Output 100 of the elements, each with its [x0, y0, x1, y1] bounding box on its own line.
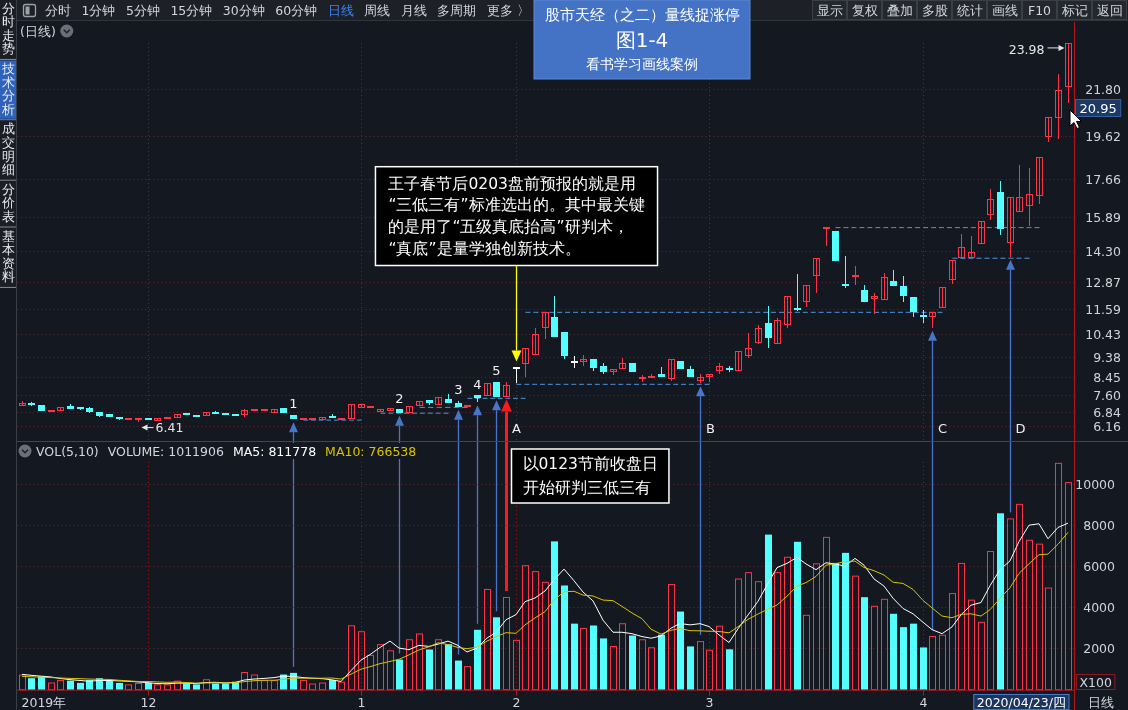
- y-axis-title: X100: [1079, 674, 1112, 690]
- bar: [532, 571, 539, 691]
- bar: [319, 682, 326, 691]
- candlestick: [1026, 168, 1033, 226]
- bar: [978, 621, 985, 691]
- bar: [387, 650, 394, 691]
- candlestick: [978, 221, 985, 244]
- chart-title: (日线): [20, 23, 56, 39]
- candlestick: [813, 258, 820, 293]
- text: 图1-4: [615, 28, 669, 52]
- bar: [154, 684, 161, 691]
- y-tick-label: 17.66: [1085, 171, 1122, 187]
- candlestick: [358, 404, 365, 408]
- bar: [300, 680, 307, 691]
- x-tick-label: 12: [140, 695, 157, 710]
- bar: [735, 578, 742, 691]
- text: 15分钟: [170, 3, 213, 18]
- bar: [677, 611, 684, 690]
- candlestick: [668, 359, 675, 381]
- candlestick: [890, 270, 897, 286]
- bar: [522, 565, 529, 691]
- text: 股市天经（之二）量线捉涨停: [544, 7, 740, 23]
- candlestick: [435, 397, 442, 405]
- candlestick: [823, 227, 830, 246]
- bar: [464, 666, 471, 691]
- bar: [852, 575, 859, 691]
- candlestick: [513, 367, 520, 383]
- candlestick: [658, 367, 665, 377]
- candlestick: [19, 401, 26, 406]
- candlestick: [571, 356, 578, 368]
- y-tick-label: 6.16: [1093, 419, 1122, 435]
- bar: [813, 563, 820, 691]
- y-tick-label: 6.84: [1093, 404, 1122, 420]
- bar: [106, 680, 113, 690]
- bar: [329, 680, 336, 690]
- bar: [377, 644, 384, 691]
- bar: [832, 562, 839, 690]
- annotation: 看书学习画线案例: [586, 56, 698, 72]
- bar: [241, 672, 248, 691]
- chart-subtitle: VOLUME: 1011906: [107, 443, 224, 459]
- bar: [261, 680, 268, 691]
- y-tick-label: 2000: [1083, 641, 1116, 657]
- candlestick: [1065, 43, 1072, 103]
- candlestick: [949, 260, 956, 284]
- annotation: 3: [454, 382, 463, 398]
- candlestick: [958, 234, 965, 259]
- candlestick: [271, 409, 278, 413]
- bar: [445, 644, 452, 690]
- bar: [881, 598, 888, 691]
- candlestick: [735, 351, 742, 371]
- bar: [861, 597, 868, 690]
- bar: [164, 684, 171, 691]
- text: 1分钟: [81, 3, 116, 18]
- candlestick: [745, 333, 752, 358]
- bar: [435, 639, 442, 691]
- bar: [697, 641, 704, 691]
- candlestick: [542, 312, 549, 339]
- bar: [668, 584, 675, 691]
- candlestick: [610, 369, 617, 375]
- y-tick-label: 6000: [1083, 559, 1116, 575]
- bar: [774, 572, 781, 691]
- x-tick-label: 4: [919, 695, 928, 710]
- bar: [125, 684, 132, 691]
- annotation: A: [512, 420, 522, 436]
- y-tick-label: 8.45: [1093, 370, 1121, 386]
- text: 周线: [364, 3, 391, 18]
- bar: [900, 627, 907, 690]
- bar: [406, 639, 413, 691]
- annotation: 王子春节后0203盘前预报的就是用“三低三有”标准选出的。其中最关键的是用了“五级真底抬高”研判术，“真底”是量学独创新技术。: [388, 174, 645, 258]
- candlestick: [348, 404, 355, 419]
- candlestick: [416, 401, 423, 406]
- bar: [929, 635, 936, 691]
- bar: [203, 679, 210, 691]
- bar: [687, 646, 694, 690]
- y-tick-label: 14.30: [1085, 244, 1122, 260]
- bar: [48, 682, 55, 691]
- annotation: 4: [473, 376, 482, 392]
- bar: [416, 633, 423, 691]
- bar: [755, 581, 762, 691]
- candlestick: [522, 348, 529, 377]
- bar: [426, 649, 433, 690]
- bar: [193, 684, 200, 690]
- candlestick: [803, 285, 810, 307]
- chart-title: VOL(5,10): [36, 443, 99, 459]
- text: 月线: [400, 3, 427, 18]
- bar: [803, 614, 810, 691]
- candlestick: [900, 276, 907, 302]
- bar: [1065, 482, 1072, 691]
- candlestick: [1045, 117, 1052, 142]
- bar: [949, 593, 956, 691]
- text: 日线: [1088, 695, 1115, 710]
- candlestick: [241, 409, 248, 417]
- bar: [67, 680, 74, 690]
- bar: [358, 631, 365, 691]
- bar: [890, 613, 897, 690]
- text: MA5: 811778: [232, 443, 317, 459]
- candlestick: [939, 287, 946, 308]
- bar: [997, 513, 1004, 690]
- text: 更多 〉: [486, 3, 530, 18]
- y-tick-label: 8000: [1083, 518, 1116, 534]
